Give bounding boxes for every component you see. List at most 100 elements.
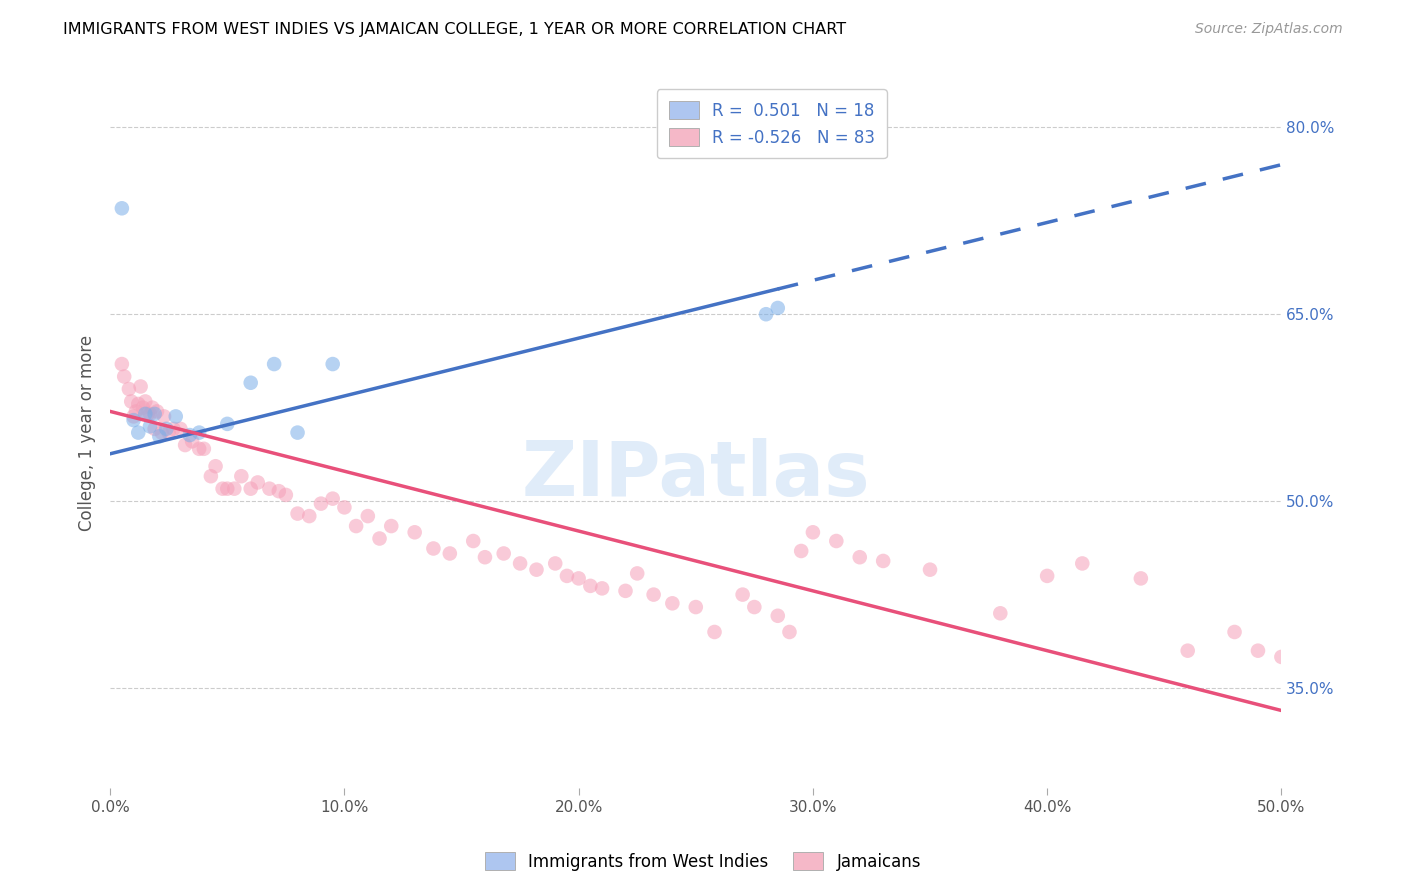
Point bbox=[744, 600, 766, 615]
Point bbox=[231, 469, 253, 483]
Point bbox=[661, 596, 683, 610]
Point bbox=[136, 407, 159, 421]
Point bbox=[463, 534, 485, 549]
Point bbox=[125, 404, 148, 418]
Point bbox=[153, 409, 176, 424]
Point bbox=[139, 419, 162, 434]
Point bbox=[357, 509, 380, 524]
Point bbox=[872, 554, 894, 568]
Point bbox=[122, 413, 145, 427]
Point bbox=[1129, 571, 1152, 585]
Point bbox=[643, 588, 665, 602]
Point bbox=[274, 488, 297, 502]
Point bbox=[368, 532, 391, 546]
Point bbox=[626, 566, 648, 581]
Point bbox=[188, 425, 211, 440]
Point bbox=[111, 202, 134, 216]
Point bbox=[988, 607, 1011, 621]
Point bbox=[474, 550, 496, 565]
Point bbox=[918, 563, 941, 577]
Point bbox=[246, 475, 269, 490]
Point bbox=[1036, 569, 1059, 583]
Point bbox=[790, 544, 813, 558]
Point bbox=[181, 434, 204, 449]
Point bbox=[703, 625, 725, 640]
Point bbox=[165, 409, 187, 424]
Point bbox=[148, 429, 170, 443]
Point bbox=[1282, 662, 1305, 676]
Point bbox=[204, 459, 226, 474]
Point bbox=[779, 625, 801, 640]
Point bbox=[134, 407, 156, 421]
Point bbox=[155, 422, 177, 436]
Point bbox=[141, 401, 163, 415]
Point bbox=[1223, 625, 1246, 640]
Point bbox=[322, 357, 344, 371]
Legend: Immigrants from West Indies, Jamaicans: Immigrants from West Indies, Jamaicans bbox=[477, 844, 929, 880]
Point bbox=[127, 425, 149, 440]
Point bbox=[188, 442, 211, 456]
Point bbox=[509, 557, 531, 571]
Point bbox=[217, 417, 239, 431]
Point bbox=[322, 491, 344, 506]
Point bbox=[309, 497, 332, 511]
Point bbox=[259, 482, 281, 496]
Point bbox=[111, 357, 134, 371]
Point bbox=[766, 608, 789, 623]
Point bbox=[731, 588, 754, 602]
Point bbox=[492, 546, 515, 560]
Point bbox=[120, 394, 142, 409]
Point bbox=[122, 409, 145, 424]
Point bbox=[162, 422, 184, 436]
Point bbox=[555, 569, 578, 583]
Point bbox=[150, 425, 173, 440]
Point bbox=[568, 571, 591, 585]
Point bbox=[439, 546, 461, 560]
Point bbox=[1247, 643, 1270, 657]
Point bbox=[1294, 693, 1316, 707]
Point bbox=[224, 482, 246, 496]
Point bbox=[579, 579, 602, 593]
Point bbox=[526, 563, 548, 577]
Point bbox=[333, 500, 356, 515]
Point bbox=[239, 376, 262, 390]
Legend: R =  0.501   N = 18, R = -0.526   N = 83: R = 0.501 N = 18, R = -0.526 N = 83 bbox=[657, 89, 887, 158]
Point bbox=[766, 301, 789, 315]
Point bbox=[134, 394, 156, 409]
Point bbox=[129, 379, 152, 393]
Point bbox=[801, 525, 824, 540]
Point bbox=[287, 507, 309, 521]
Point bbox=[127, 397, 149, 411]
Point bbox=[169, 422, 191, 436]
Point bbox=[146, 404, 169, 418]
Point bbox=[267, 484, 290, 499]
Point bbox=[755, 307, 778, 321]
Text: Source: ZipAtlas.com: Source: ZipAtlas.com bbox=[1195, 22, 1343, 37]
Point bbox=[193, 442, 215, 456]
Point bbox=[422, 541, 444, 556]
Point bbox=[591, 582, 613, 596]
Point bbox=[143, 422, 166, 436]
Point bbox=[157, 425, 180, 440]
Text: ZIPatlas: ZIPatlas bbox=[522, 438, 870, 512]
Point bbox=[1071, 557, 1094, 571]
Point bbox=[298, 509, 321, 524]
Point bbox=[544, 557, 567, 571]
Point bbox=[139, 407, 162, 421]
Point bbox=[118, 382, 141, 396]
Point bbox=[380, 519, 402, 533]
Point bbox=[404, 525, 426, 540]
Point bbox=[614, 583, 637, 598]
Point bbox=[287, 425, 309, 440]
Point bbox=[112, 369, 135, 384]
Point bbox=[143, 407, 166, 421]
Point bbox=[344, 519, 367, 533]
Point bbox=[1270, 649, 1292, 664]
Point bbox=[217, 482, 239, 496]
Point bbox=[825, 534, 848, 549]
Point bbox=[1177, 643, 1199, 657]
Point bbox=[239, 482, 262, 496]
Y-axis label: College, 1 year or more: College, 1 year or more bbox=[79, 334, 96, 531]
Point bbox=[263, 357, 285, 371]
Point bbox=[174, 438, 197, 452]
